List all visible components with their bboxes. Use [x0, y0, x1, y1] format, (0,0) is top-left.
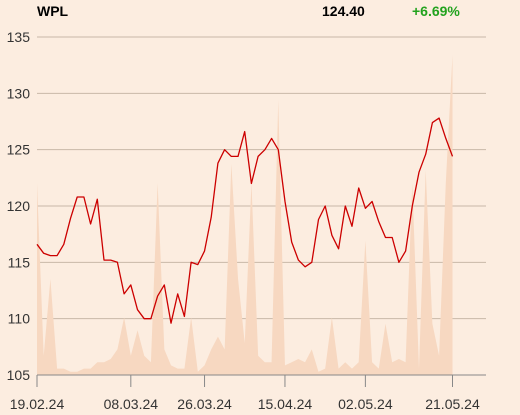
y-tick-label: 125: [7, 142, 31, 158]
volume-area: [37, 55, 453, 375]
x-tick-label: 08.03.24: [104, 396, 159, 412]
y-axis: 105 110 115 120 125 130 135: [7, 29, 31, 383]
price-series-line: [36, 117, 454, 324]
x-tick-label: 02.05.24: [338, 396, 393, 412]
x-axis: 19.02.24 08.03.24 26.03.24 15.04.24 02.05.24…: [10, 374, 486, 412]
price-line-layer: [36, 117, 454, 324]
x-tick-label: 19.02.24: [10, 396, 65, 412]
y-tick-label: 135: [7, 29, 31, 45]
y-tick-label: 120: [7, 198, 31, 214]
current-price: 124.40: [322, 3, 365, 19]
x-tick-label: 15.04.24: [258, 396, 313, 412]
grid-lines: [37, 36, 486, 376]
x-tick-label: 26.03.24: [177, 396, 232, 412]
y-tick-label: 115: [8, 254, 31, 270]
y-tick-label: 130: [7, 85, 31, 101]
y-tick-label: 105: [7, 367, 31, 383]
volume-area-layer: [37, 55, 453, 375]
ticker-symbol: WPL: [37, 3, 69, 19]
y-tick-label: 110: [8, 311, 31, 327]
price-change-percent: +6.69%: [412, 3, 460, 19]
x-tick-label: 21.05.24: [425, 396, 480, 412]
